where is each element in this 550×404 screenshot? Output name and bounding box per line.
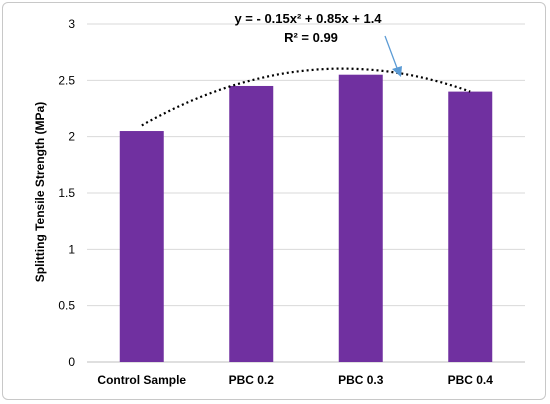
y-tick-label: 0 <box>68 355 75 369</box>
y-tick-label: 2.5 <box>58 73 75 87</box>
annotation-arrow <box>384 35 402 77</box>
bar <box>229 85 274 362</box>
x-tick-label: PBC 0.2 <box>229 373 275 387</box>
y-axis-label: Splitting Tensile Strength (MPa) <box>33 102 47 282</box>
bars <box>119 74 493 362</box>
y-tick-label: 3 <box>68 17 75 31</box>
y-tick-label: 1 <box>68 242 75 256</box>
x-tick-label: Control Sample <box>97 373 186 387</box>
y-tick-label: 2 <box>68 130 75 144</box>
bar <box>338 74 383 362</box>
y-tick-labels: 0 0.5 1 1.5 2 2.5 3 <box>58 17 75 369</box>
y-tick-label: 0.5 <box>58 299 75 313</box>
y-tick-label: 1.5 <box>58 186 75 200</box>
bar <box>119 131 164 362</box>
trendline <box>141 67 471 127</box>
x-tick-label: PBC 0.3 <box>338 373 384 387</box>
x-tick-label: PBC 0.4 <box>448 373 494 387</box>
bar <box>448 91 493 362</box>
x-tick-labels: Control Sample PBC 0.2 PBC 0.3 PBC 0.4 <box>97 373 493 387</box>
trendline-r-squared: R² = 0.99 <box>284 30 338 45</box>
trendline-equation: y = - 0.15x² + 0.85x + 1.4 <box>234 11 382 26</box>
